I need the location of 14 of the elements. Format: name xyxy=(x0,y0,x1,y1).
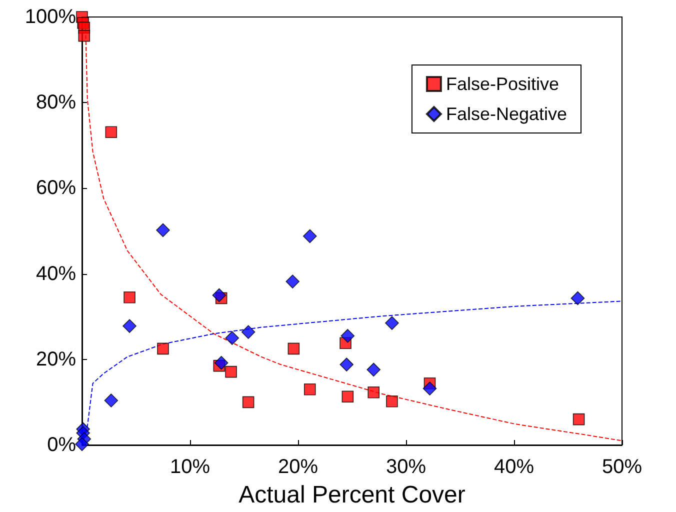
x-tick-label: 50% xyxy=(602,456,642,478)
y-tick-label: 60% xyxy=(36,177,76,200)
x-tick-label: 30% xyxy=(386,456,426,478)
x-axis-title: Actual Percent Cover xyxy=(238,482,466,508)
y-tick-label: 80% xyxy=(36,92,76,114)
legend-label: False-Positive xyxy=(446,74,559,94)
y-tick-label: 40% xyxy=(36,262,76,285)
x-tick-label: 20% xyxy=(278,456,318,478)
y-tick-label: 0% xyxy=(47,434,76,456)
legend-label: False-Negative xyxy=(446,104,568,124)
x-tick-label: 10% xyxy=(170,456,210,478)
y-tick-label: 100% xyxy=(24,6,76,28)
y-tick-label: 20% xyxy=(36,348,76,370)
x-tick-label: 40% xyxy=(494,456,534,478)
